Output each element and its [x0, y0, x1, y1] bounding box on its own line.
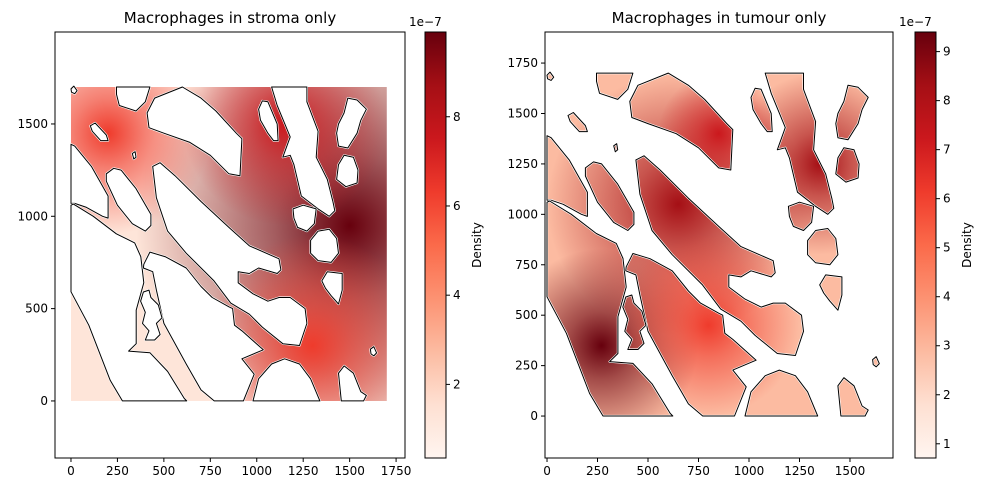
region-outline — [835, 84, 869, 141]
region-outline — [872, 356, 880, 368]
region-outline — [292, 204, 317, 232]
region-outline — [105, 167, 152, 232]
colorbar-label: Density — [960, 222, 974, 268]
region-outline — [321, 271, 343, 305]
region-outline — [764, 72, 835, 215]
colorbar-tick-label: 6 — [453, 199, 461, 213]
x-tick-label: 250 — [106, 464, 129, 478]
x-tick-label: 750 — [199, 464, 222, 478]
y-tick-label: 1750 — [507, 56, 538, 70]
colorbar-tick-label: 2 — [943, 388, 951, 402]
region-outline — [584, 161, 635, 231]
y-tick-label: 1000 — [507, 207, 538, 221]
colorbar-tick-label: 3 — [943, 339, 951, 353]
y-tick-label: 500 — [515, 308, 538, 322]
x-tick-label: 1000 — [241, 464, 272, 478]
region-outline — [310, 228, 339, 263]
region-outline — [131, 151, 137, 160]
y-tick-label: 0 — [40, 394, 48, 408]
stroma-density-plot: Macrophages in stroma only 0 250 500 750 100… — [17, 9, 484, 478]
x-tick-label: 1000 — [734, 464, 765, 478]
region-outline — [336, 154, 359, 188]
x-tick-label: 0 — [543, 464, 551, 478]
region-outline — [258, 100, 279, 142]
colorbar-tick-label: 9 — [943, 45, 951, 59]
colorbar-tick-label: 6 — [943, 192, 951, 206]
plot-title: Macrophages in tumour only — [612, 9, 827, 27]
region-outline — [152, 162, 308, 346]
x-tick-label: 1500 — [835, 464, 866, 478]
x-tick-label: 750 — [687, 464, 710, 478]
region-outline — [750, 87, 773, 133]
region-outline — [89, 122, 109, 142]
region-outline — [622, 294, 647, 350]
region-outline — [567, 112, 588, 133]
region-outline — [596, 72, 634, 100]
x-tick-label: 1500 — [334, 464, 365, 478]
x-tick-label: 250 — [586, 464, 609, 478]
colorbar-tick-label: 2 — [453, 377, 461, 391]
y-tick-label: 1000 — [17, 209, 48, 223]
colorbar-offset-text: 1e−7 — [899, 15, 932, 29]
colorbar-tick-label: 8 — [453, 110, 461, 124]
colorbar-label: Density — [470, 222, 484, 268]
colorbar-tick-label: 8 — [943, 94, 951, 108]
colorbar-tick-label: 4 — [453, 288, 461, 302]
region-outline — [807, 228, 839, 266]
x-tick-label: 0 — [67, 464, 75, 478]
region-outline — [369, 346, 378, 357]
density-layer — [547, 73, 880, 416]
region-outline — [625, 253, 757, 417]
region-outline — [116, 86, 151, 112]
colorbar-tick-label: 4 — [943, 290, 951, 304]
y-tick-label: 250 — [515, 359, 538, 373]
x-tick-label: 500 — [152, 464, 175, 478]
colorbar-tick-label: 5 — [943, 241, 951, 255]
plot-title: Macrophages in stroma only — [124, 9, 337, 27]
y-tick-label: 1250 — [507, 157, 538, 171]
colorbar-offset-text: 1e−7 — [409, 15, 442, 29]
colorbar — [914, 31, 937, 459]
region-outline — [819, 274, 843, 311]
colorbar-tick-label: 1 — [943, 437, 951, 451]
axes-frame — [544, 31, 894, 459]
tumour-density-plot: Macrophages in tumour only 0 250 500 750 100… — [507, 9, 974, 478]
region-outline — [546, 71, 555, 81]
x-tick-label: 500 — [637, 464, 660, 478]
region-outline — [146, 86, 243, 177]
x-tick-label: 1250 — [288, 464, 319, 478]
y-tick-label: 1500 — [17, 117, 48, 131]
region-outline — [835, 147, 860, 183]
region-outline — [140, 289, 163, 341]
region-outline — [271, 86, 336, 217]
density-inner — [547, 73, 880, 416]
region-outline — [142, 251, 264, 402]
region-outline — [837, 377, 869, 417]
region-outline — [629, 72, 734, 171]
region-outline — [613, 143, 619, 153]
x-tick-label: 1250 — [784, 464, 815, 478]
y-tick-label: 500 — [25, 302, 48, 316]
y-tick-label: 0 — [530, 409, 538, 423]
colorbar-tick-label: 7 — [943, 143, 951, 157]
y-tick-label: 750 — [515, 258, 538, 272]
region-outline — [787, 201, 815, 231]
region-outline — [252, 358, 321, 402]
axes-frame — [54, 31, 406, 459]
x-tick-label: 1750 — [381, 464, 412, 478]
region-outline — [70, 85, 78, 95]
colorbar — [424, 31, 447, 459]
y-tick-label: 1500 — [507, 106, 538, 120]
region-outline — [338, 365, 367, 402]
region-outline — [744, 369, 819, 417]
region-outline — [70, 203, 188, 402]
region-outline — [635, 155, 804, 356]
region-outline — [546, 200, 674, 417]
region-outline — [336, 97, 367, 149]
